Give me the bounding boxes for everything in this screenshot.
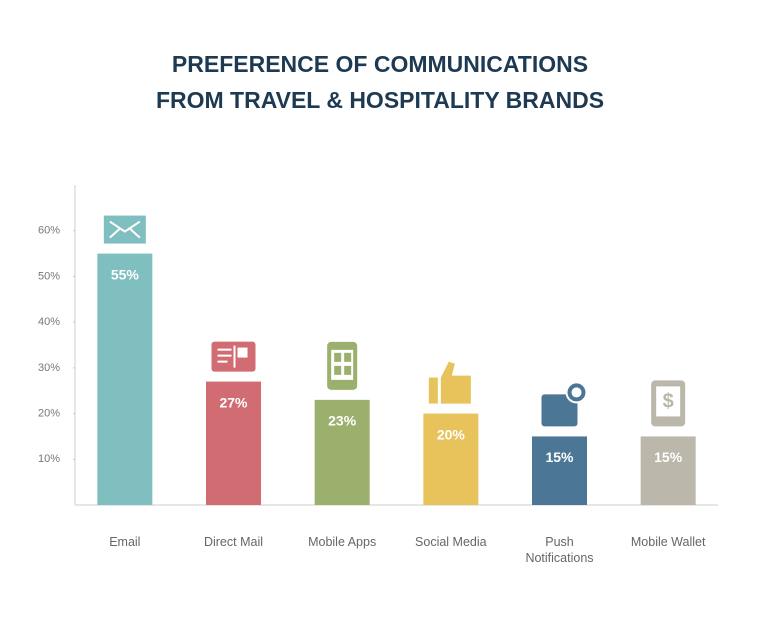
icon-part	[217, 345, 236, 368]
y-tick-label: 30%	[38, 362, 60, 374]
bar	[423, 413, 479, 505]
icon-part	[344, 352, 352, 362]
bar	[206, 381, 261, 505]
icon-part: $	[663, 391, 674, 413]
x-tick-label: Push Notifications	[525, 535, 594, 565]
icon-part	[428, 377, 438, 404]
bar	[314, 399, 370, 505]
bar	[532, 436, 587, 505]
icon-part	[103, 215, 146, 244]
y-tick-label: 10%	[38, 453, 60, 465]
icon-part	[237, 347, 248, 358]
y-tick-label: 20%	[38, 407, 60, 419]
y-tick-label: 60%	[38, 225, 60, 237]
x-tick-label: Mobile Wallet	[630, 535, 706, 549]
x-tick-label: Social Media	[415, 535, 487, 549]
icon-part	[344, 365, 352, 375]
icon-part	[440, 361, 471, 404]
x-tick-label: Direct Mail	[203, 535, 264, 549]
chart-title: PREFERENCE OF COMMUNICATIONS	[172, 51, 588, 77]
icon-part	[541, 394, 578, 427]
x-tick-label: Email	[109, 535, 141, 549]
icon	[211, 341, 256, 372]
y-tick-label: 50%	[38, 270, 60, 282]
value-label: 20%	[437, 426, 466, 442]
icon-part	[334, 365, 342, 375]
bar	[640, 436, 696, 505]
icon	[428, 361, 471, 404]
icon	[327, 341, 358, 390]
value-label: 27%	[219, 394, 248, 410]
icon-part	[109, 220, 141, 239]
icon	[103, 215, 146, 244]
value-label: 15%	[654, 449, 683, 465]
value-label: 23%	[328, 413, 357, 429]
value-label: 15%	[545, 449, 574, 465]
icon-part	[571, 387, 582, 398]
icon: $	[651, 380, 686, 427]
bar	[97, 253, 153, 505]
chart-title: FROM TRAVEL & HOSPITALITY BRANDS	[156, 87, 604, 113]
icon-part	[656, 386, 681, 417]
x-tick-label: Mobile Apps	[308, 535, 377, 549]
value-label: 55%	[111, 266, 140, 282]
y-tick-label: 40%	[38, 316, 60, 328]
icon	[541, 381, 588, 427]
icon-part	[334, 352, 342, 362]
